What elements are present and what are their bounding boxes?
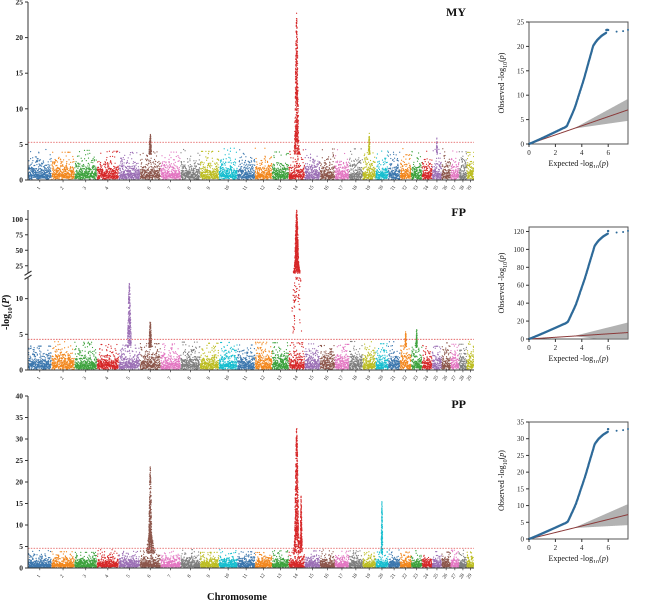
svg-text:40: 40 (16, 392, 24, 401)
svg-text:25: 25 (16, 0, 24, 7)
svg-text:0: 0 (527, 344, 531, 352)
svg-text:30: 30 (16, 435, 24, 444)
svg-text:20: 20 (517, 469, 525, 477)
svg-text:2: 2 (554, 149, 558, 157)
svg-text:5: 5 (19, 330, 23, 339)
svg-text:15: 15 (16, 499, 24, 508)
svg-text:120: 120 (514, 228, 525, 236)
svg-text:10: 10 (16, 521, 24, 530)
svg-text:40: 40 (517, 300, 525, 308)
svg-text:5: 5 (521, 519, 525, 527)
svg-text:25: 25 (517, 19, 525, 27)
svg-text:50: 50 (16, 246, 24, 255)
svg-text:100: 100 (12, 215, 24, 224)
svg-text:0: 0 (521, 536, 525, 544)
svg-text:30: 30 (517, 435, 525, 443)
svg-text:25: 25 (16, 456, 24, 465)
svg-text:PP: PP (451, 397, 466, 411)
svg-text:FP: FP (451, 205, 466, 219)
svg-text:0: 0 (521, 141, 525, 149)
svg-text:20: 20 (517, 43, 525, 51)
svg-text:MY: MY (446, 5, 466, 19)
svg-text:5: 5 (19, 140, 23, 149)
svg-text:Expected -log10(p): Expected -log10(p) (549, 554, 609, 563)
svg-text:75: 75 (16, 230, 24, 239)
svg-text:6: 6 (606, 149, 610, 157)
svg-text:4: 4 (580, 544, 584, 552)
svg-text:10: 10 (517, 502, 525, 510)
svg-text:Expected -log10(p): Expected -log10(p) (549, 354, 609, 363)
svg-text:10: 10 (16, 294, 24, 303)
svg-text:0: 0 (521, 336, 525, 344)
svg-text:Expected -log10(p): Expected -log10(p) (549, 159, 609, 168)
svg-text:60: 60 (517, 282, 525, 290)
svg-text:100: 100 (514, 246, 525, 254)
svg-text:15: 15 (16, 69, 24, 78)
svg-text:4: 4 (580, 344, 584, 352)
svg-text:6: 6 (606, 544, 610, 552)
svg-text:25: 25 (16, 261, 24, 270)
svg-text:80: 80 (517, 264, 525, 272)
svg-text:0: 0 (19, 366, 23, 375)
svg-text:0: 0 (19, 564, 23, 573)
svg-text:2: 2 (554, 544, 558, 552)
svg-text:5: 5 (19, 542, 23, 551)
svg-text:15: 15 (517, 485, 525, 493)
svg-text:20: 20 (517, 318, 525, 326)
svg-text:10: 10 (16, 104, 24, 113)
svg-text:20: 20 (16, 33, 24, 42)
svg-text:20: 20 (16, 478, 24, 487)
svg-text:6: 6 (606, 344, 610, 352)
svg-text:15: 15 (517, 67, 525, 75)
svg-text:4: 4 (580, 149, 584, 157)
svg-text:0: 0 (527, 149, 531, 157)
svg-text:25: 25 (517, 452, 525, 460)
svg-text:10: 10 (517, 92, 525, 100)
svg-text:0: 0 (19, 176, 23, 185)
svg-text:2: 2 (554, 344, 558, 352)
svg-text:35: 35 (16, 413, 24, 422)
svg-text:35: 35 (517, 419, 525, 427)
svg-text:0: 0 (527, 544, 531, 552)
svg-text:5: 5 (521, 116, 525, 124)
